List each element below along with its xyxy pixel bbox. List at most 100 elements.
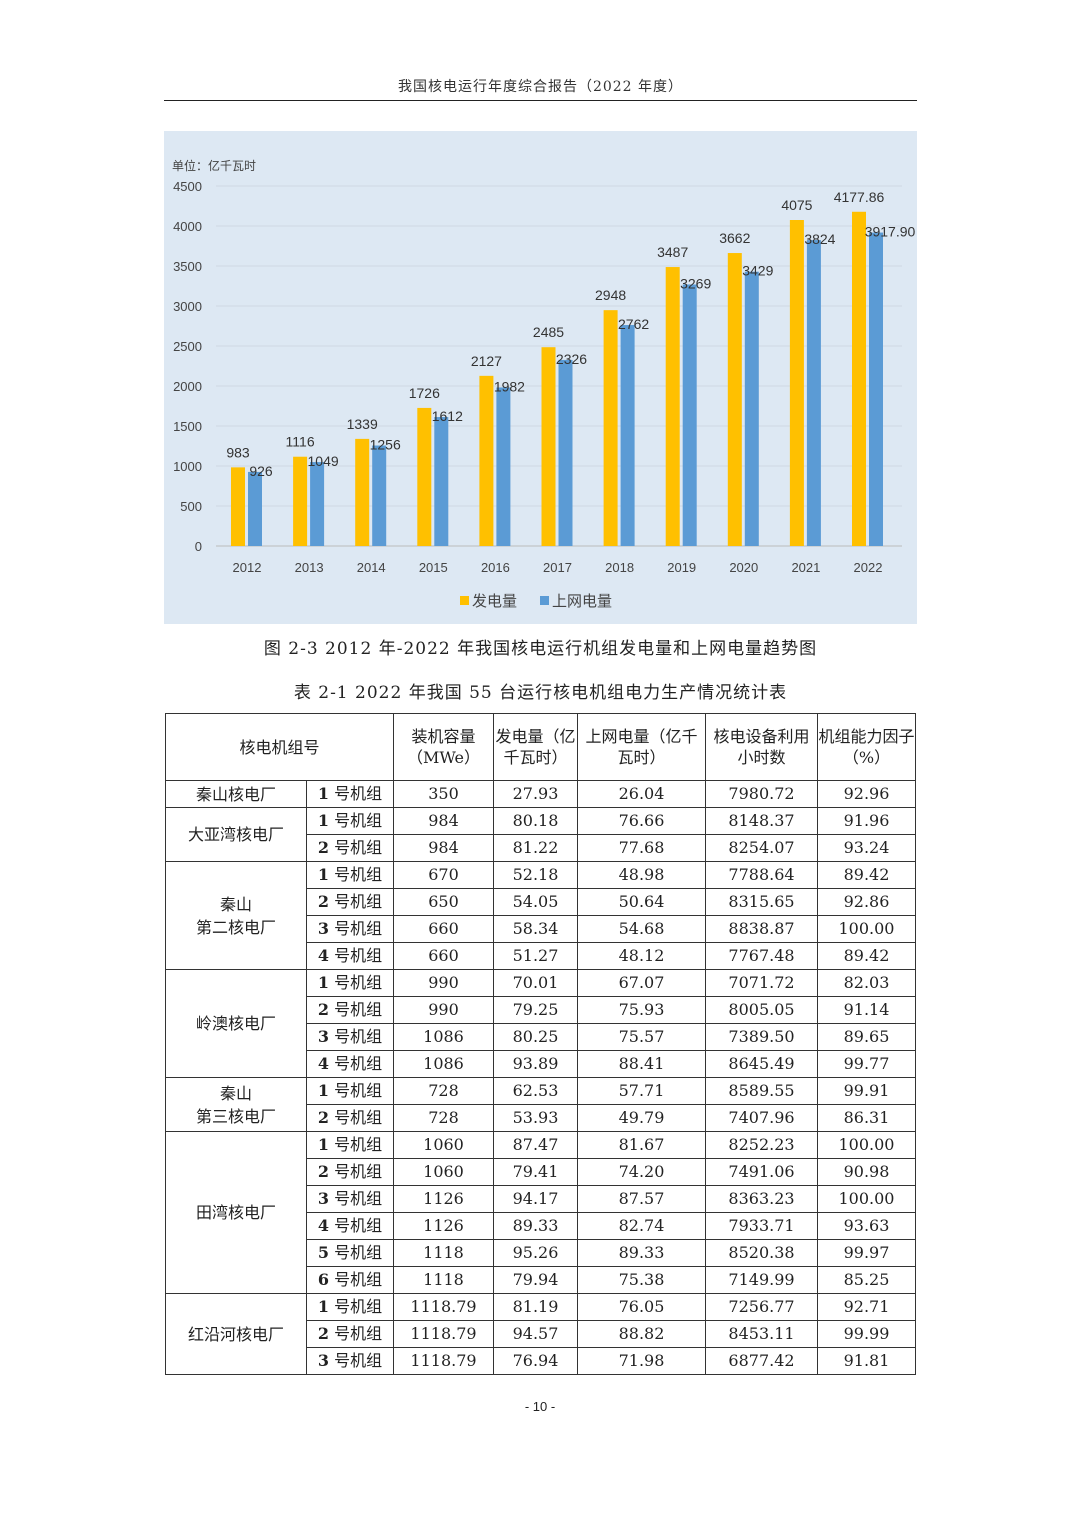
unit-name: 1 号机组 bbox=[306, 861, 394, 889]
table-cell: 52.18 bbox=[493, 861, 578, 889]
x-tick-label: 2013 bbox=[295, 560, 324, 575]
table-cell: 1086 bbox=[393, 1050, 494, 1078]
table-cell: 58.34 bbox=[493, 915, 578, 943]
table-cell: 7767.48 bbox=[705, 942, 818, 970]
table-cell: 650 bbox=[393, 888, 494, 916]
table-row: 4 号机组 660 51.27 48.12 7767.48 89.42 bbox=[166, 942, 916, 970]
table-cell: 8005.05 bbox=[705, 996, 818, 1024]
table-cell: 990 bbox=[393, 996, 494, 1024]
table-cell: 670 bbox=[393, 861, 494, 889]
table-cell: 49.79 bbox=[577, 1104, 706, 1132]
unit-name: 2 号机组 bbox=[306, 888, 394, 916]
table-cell: 85.25 bbox=[817, 1266, 916, 1294]
table-cell: 27.93 bbox=[493, 780, 578, 808]
table-cell: 88.41 bbox=[577, 1050, 706, 1078]
bar-grid bbox=[620, 325, 635, 546]
unit-name: 1 号机组 bbox=[306, 1131, 394, 1159]
legend-swatch bbox=[460, 596, 469, 605]
data-label: 1982 bbox=[494, 378, 525, 394]
table-cell: 8838.87 bbox=[705, 915, 818, 943]
bar-generation bbox=[293, 456, 308, 546]
x-tick-label: 2019 bbox=[667, 560, 696, 575]
unit-name: 2 号机组 bbox=[306, 996, 394, 1024]
table-cell: 8148.37 bbox=[705, 807, 818, 835]
unit-name: 2 号机组 bbox=[306, 1104, 394, 1132]
table-cell: 79.94 bbox=[493, 1266, 578, 1294]
table-cell: 8315.65 bbox=[705, 888, 818, 916]
table-row: 2 号机组 1060 79.41 74.20 7491.06 90.98 bbox=[166, 1158, 916, 1186]
table-cell: 92.86 bbox=[817, 888, 916, 916]
page-number: - 10 - bbox=[524, 1399, 556, 1414]
plant-name: 田湾核电厂 bbox=[165, 1131, 307, 1294]
table-cell: 8645.49 bbox=[705, 1050, 818, 1078]
table-cell: 8254.07 bbox=[705, 834, 818, 862]
table-cell: 54.68 bbox=[577, 915, 706, 943]
running-header: 我国核电运行年度综合报告（2022 年度） bbox=[397, 79, 684, 95]
table-cell: 1118.79 bbox=[393, 1293, 494, 1321]
data-label: 3824 bbox=[804, 231, 835, 247]
x-tick-label: 2017 bbox=[543, 560, 572, 575]
table-cell: 99.99 bbox=[817, 1320, 916, 1348]
header-rule bbox=[164, 100, 917, 101]
bar-generation bbox=[852, 211, 866, 546]
plant-name: 大亚湾核电厂 bbox=[165, 807, 307, 862]
table-cell: 87.47 bbox=[493, 1131, 578, 1159]
table-cell: 90.98 bbox=[817, 1158, 916, 1186]
table-cell: 86.31 bbox=[817, 1104, 916, 1132]
unit-name: 1 号机组 bbox=[306, 1293, 394, 1321]
plant-name: 秦山 第三核电厂 bbox=[165, 1077, 307, 1132]
bar-grid bbox=[496, 387, 511, 546]
column-header: 核电设备利用小时数 bbox=[705, 713, 818, 781]
table-row: 秦山 第三核电厂 1 号机组 728 62.53 57.71 8589.55 99.91 bbox=[165, 1077, 916, 1132]
table-cell: 67.07 bbox=[577, 969, 706, 997]
data-label: 1726 bbox=[409, 385, 440, 401]
table-cell: 53.93 bbox=[493, 1104, 578, 1132]
table-cell: 7256.77 bbox=[705, 1293, 818, 1321]
column-header: 机组能力因子（%） bbox=[817, 713, 916, 781]
data-label: 1049 bbox=[308, 453, 339, 469]
bar-grid bbox=[806, 240, 821, 546]
y-tick-label: 500 bbox=[180, 499, 202, 514]
legend-label: 上网电量 bbox=[552, 593, 612, 610]
table-cell: 75.38 bbox=[577, 1266, 706, 1294]
table-cell: 100.00 bbox=[817, 915, 916, 943]
x-tick-label: 2021 bbox=[791, 560, 820, 575]
data-label: 4177.86 bbox=[834, 189, 885, 205]
data-label: 3662 bbox=[719, 230, 750, 246]
unit-name: 1 号机组 bbox=[306, 780, 394, 808]
table-cell: 1118 bbox=[393, 1239, 494, 1267]
bar-generation bbox=[603, 310, 618, 546]
table-cell: 99.77 bbox=[817, 1050, 916, 1078]
table-cell: 7071.72 bbox=[705, 969, 818, 997]
x-tick-label: 2014 bbox=[357, 560, 386, 575]
table-cell: 48.98 bbox=[577, 861, 706, 889]
unit-name: 1 号机组 bbox=[306, 969, 394, 997]
bar-generation bbox=[789, 220, 804, 546]
table-cell: 100.00 bbox=[817, 1131, 916, 1159]
table-row: 岭澳核电厂 1 号机组 990 70.01 67.07 7071.72 82.03 bbox=[165, 969, 916, 1078]
unit-label: 单位：亿千瓦时 bbox=[172, 158, 256, 173]
table-row: 3 号机组 1126 94.17 87.57 8363.23 100.00 bbox=[166, 1185, 916, 1213]
legend-swatch bbox=[540, 596, 549, 605]
table-cell: 91.96 bbox=[817, 807, 916, 835]
data-label: 3269 bbox=[680, 275, 711, 291]
table-cell: 79.25 bbox=[493, 996, 578, 1024]
data-label: 3429 bbox=[742, 263, 773, 279]
data-label: 2485 bbox=[533, 324, 564, 340]
bar-generation bbox=[417, 407, 432, 546]
column-header: 装机容量（MWe） bbox=[393, 713, 494, 781]
x-tick-label: 2012 bbox=[233, 560, 262, 575]
plant-name: 秦山核电厂 bbox=[165, 780, 307, 808]
data-label: 1116 bbox=[286, 434, 315, 450]
table-cell: 92.71 bbox=[817, 1293, 916, 1321]
x-tick-label: 2015 bbox=[419, 560, 448, 575]
table-row: 秦山核电厂 1 号机组 350 27.93 26.04 7980.72 92.96 bbox=[165, 780, 916, 808]
bar-generation bbox=[541, 347, 556, 546]
table-caption: 表 2-1 2022 年我国 55 台运行核电机组电力生产情况统计表 bbox=[293, 683, 788, 703]
data-label: 1256 bbox=[370, 437, 401, 453]
table-cell: 1118.79 bbox=[393, 1320, 494, 1348]
table-cell: 71.98 bbox=[577, 1347, 706, 1375]
table-cell: 94.17 bbox=[493, 1185, 578, 1213]
table-cell: 57.71 bbox=[577, 1077, 706, 1105]
table-cell: 1060 bbox=[393, 1158, 494, 1186]
